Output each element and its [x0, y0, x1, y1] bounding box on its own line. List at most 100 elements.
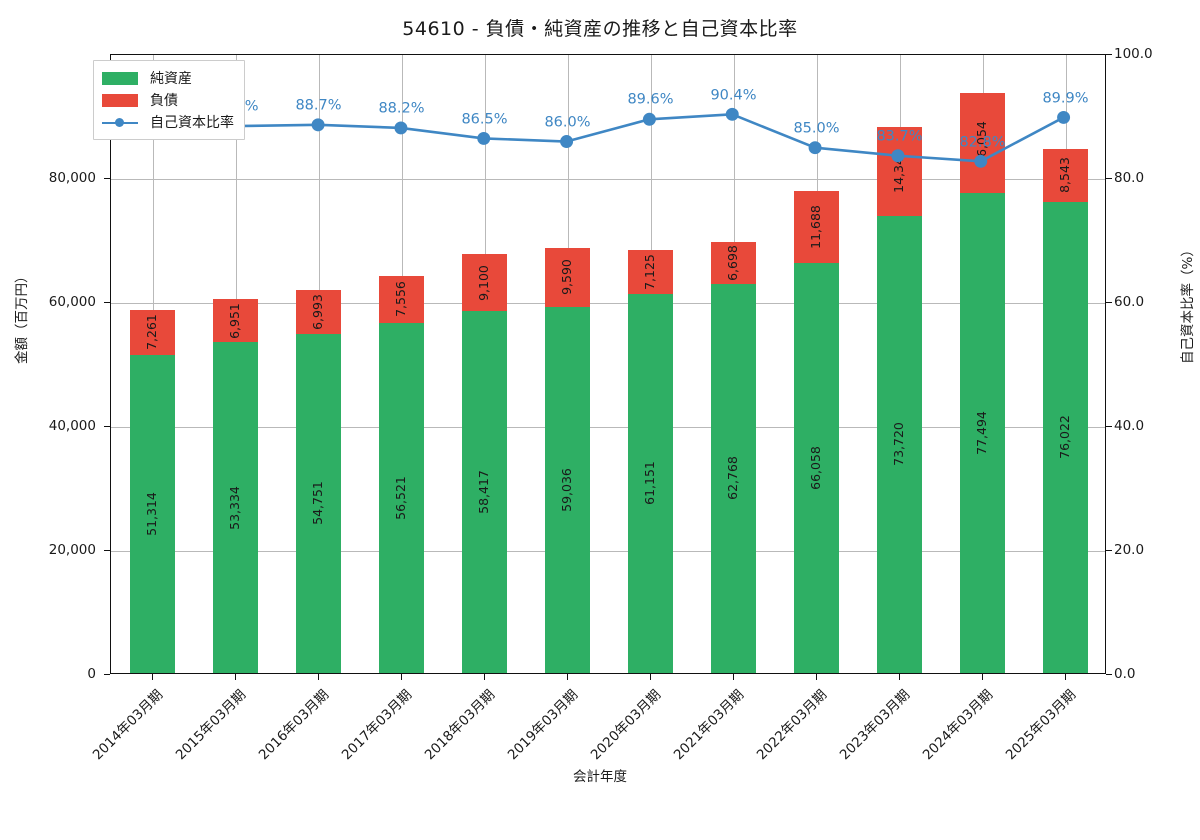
bar-value-label-liabilities: 14,345	[891, 149, 907, 194]
bar-value-label-equity: 54,751	[310, 481, 326, 526]
gridline-horizontal	[111, 551, 1105, 552]
y-tick-mark	[104, 550, 110, 551]
gridline-horizontal	[111, 179, 1105, 180]
bar-group[interactable]: 51,314 7,261	[129, 53, 176, 673]
bar-group[interactable]: 59,036 9,590	[544, 53, 591, 673]
x-tick-label: 2016年03月期	[255, 686, 332, 764]
bar-value-label-equity: 76,022	[1057, 415, 1073, 460]
bar-segment-liabilities[interactable]	[710, 242, 757, 284]
x-tick-label: 2021年03月期	[670, 686, 747, 764]
bar-value-label-equity: 66,058	[808, 446, 824, 491]
bar-segment-equity[interactable]	[876, 215, 923, 673]
legend-item-liabilities[interactable]: 負債	[102, 89, 234, 111]
y-tick-mark	[104, 302, 110, 303]
bar-segment-equity[interactable]	[295, 333, 342, 673]
secondary-y-tick-mark	[1106, 550, 1112, 551]
bar-group[interactable]: 66,058 11,688	[793, 53, 840, 673]
bar-segment-equity[interactable]	[959, 192, 1006, 673]
bar-segment-equity[interactable]	[378, 322, 425, 673]
bar-segment-equity[interactable]	[1042, 201, 1089, 673]
secondary-y-tick-label: 20.0	[1114, 542, 1145, 558]
bar-segment-liabilities[interactable]	[129, 309, 176, 355]
y-tick-mark	[104, 674, 110, 675]
secondary-y-tick-mark	[1106, 302, 1112, 303]
x-tick-label: 2019年03月期	[504, 686, 581, 764]
red-square-swatch-icon	[102, 93, 138, 107]
bar-value-label-liabilities: 8,543	[1057, 157, 1073, 194]
x-tick-mark	[1064, 674, 1066, 680]
bar-value-label-equity: 58,417	[476, 470, 492, 514]
legend-label-liabilities: 負債	[150, 93, 178, 109]
bar-segment-liabilities[interactable]	[378, 275, 425, 323]
bar-value-label-equity: 73,720	[891, 422, 907, 467]
x-tick-label: 2015年03月期	[172, 686, 249, 764]
bar-group[interactable]: 53,334 6,951	[212, 53, 259, 673]
bar-group[interactable]: 58,417 9,100	[461, 53, 508, 673]
x-tick-label: 2023年03月期	[836, 686, 913, 764]
bar-segment-liabilities[interactable]	[544, 247, 591, 307]
bar-value-label-liabilities: 7,556	[393, 281, 409, 318]
bar-segment-equity[interactable]	[793, 263, 840, 673]
bar-value-label-liabilities: 7,261	[144, 314, 160, 351]
bar-segment-equity[interactable]	[544, 306, 591, 673]
ratio-value-label: 90.4%	[710, 87, 757, 104]
ratio-value-label: 85.0%	[793, 120, 840, 137]
secondary-y-tick-label: 0.0	[1114, 666, 1136, 682]
bar-segment-liabilities[interactable]	[461, 254, 508, 311]
legend-label-equity: 純資産	[150, 71, 192, 87]
x-tick-mark	[317, 674, 319, 680]
bar-group[interactable]: 76,022 8,543	[1042, 53, 1089, 673]
plot-area: 51,314 7,261 53,334 6,951 54,751 6,993 56,521 7…	[110, 54, 1106, 674]
bar-segment-equity[interactable]	[212, 342, 259, 673]
bar-value-label-equity: 77,494	[974, 410, 990, 455]
bar-group[interactable]: 61,151 7,125	[627, 53, 674, 673]
secondary-y-axis-title: 自己資本比率（%）	[1180, 243, 1196, 364]
bar-segment-equity[interactable]	[710, 283, 757, 673]
bar-segment-liabilities[interactable]	[212, 299, 259, 343]
bar-value-label-equity: 61,151	[642, 461, 658, 506]
bar-group[interactable]: 54,751 6,993	[295, 53, 342, 673]
y-tick-label: 20,000	[48, 542, 96, 558]
x-tick-label: 2017年03月期	[338, 686, 415, 764]
y-axis-title: 金額（百万円）	[14, 269, 30, 365]
ratio-value-label: 83.7%	[876, 128, 923, 145]
ratio-value-label: 86.5%	[461, 111, 508, 128]
bar-group[interactable]: 62,768 6,698	[710, 53, 757, 673]
chart-legend[interactable]: 純資産 負債 自己資本比率	[93, 60, 245, 140]
y-tick-label: 60,000	[48, 294, 96, 310]
bar-segment-liabilities[interactable]	[295, 290, 342, 334]
bar-segment-liabilities[interactable]	[627, 249, 674, 294]
ratio-value-label: 89.9%	[1042, 90, 1089, 107]
bar-group[interactable]: 73,720 14,345	[876, 53, 923, 673]
gridline-horizontal	[111, 303, 1105, 304]
x-tick-mark	[732, 674, 734, 680]
secondary-y-tick-label: 40.0	[1114, 418, 1145, 434]
bar-value-label-liabilities: 6,698	[725, 245, 741, 281]
bar-value-label-liabilities: 9,100	[476, 264, 492, 301]
bar-segment-equity[interactable]	[627, 293, 674, 673]
bar-value-label-liabilities: 9,590	[559, 259, 575, 296]
secondary-y-tick-mark	[1106, 178, 1112, 179]
legend-item-equity[interactable]: 純資産	[102, 67, 234, 89]
ratio-value-label: 86.0%	[544, 114, 591, 131]
ratio-value-label: 88.7%	[295, 97, 342, 114]
ratio-value-label: 82.8%	[959, 134, 1006, 151]
x-tick-mark	[400, 674, 402, 680]
bar-segment-liabilities[interactable]	[793, 191, 840, 264]
bar-segment-equity[interactable]	[129, 354, 176, 673]
bar-group[interactable]: 56,521 7,556	[378, 53, 425, 673]
bar-value-label-equity: 56,521	[393, 475, 409, 520]
chart-title: 54610 - 負債・純資産の推移と自己資本比率	[402, 18, 798, 40]
secondary-y-tick-mark	[1106, 674, 1112, 675]
legend-item-equity-ratio[interactable]: 自己資本比率	[102, 111, 234, 133]
bar-segment-equity[interactable]	[461, 310, 508, 673]
bar-value-label-liabilities: 7,125	[642, 253, 658, 290]
secondary-y-tick-label: 60.0	[1114, 294, 1145, 310]
y-tick-label: 80,000	[48, 170, 96, 186]
bar-value-label-liabilities: 6,993	[310, 293, 326, 330]
x-tick-label: 2018年03月期	[421, 686, 498, 764]
ratio-value-label: 88.2%	[378, 100, 425, 117]
ratio-value-label: 89.6%	[627, 91, 674, 108]
x-tick-mark	[981, 674, 983, 680]
secondary-y-tick-label: 100.0	[1114, 46, 1153, 62]
